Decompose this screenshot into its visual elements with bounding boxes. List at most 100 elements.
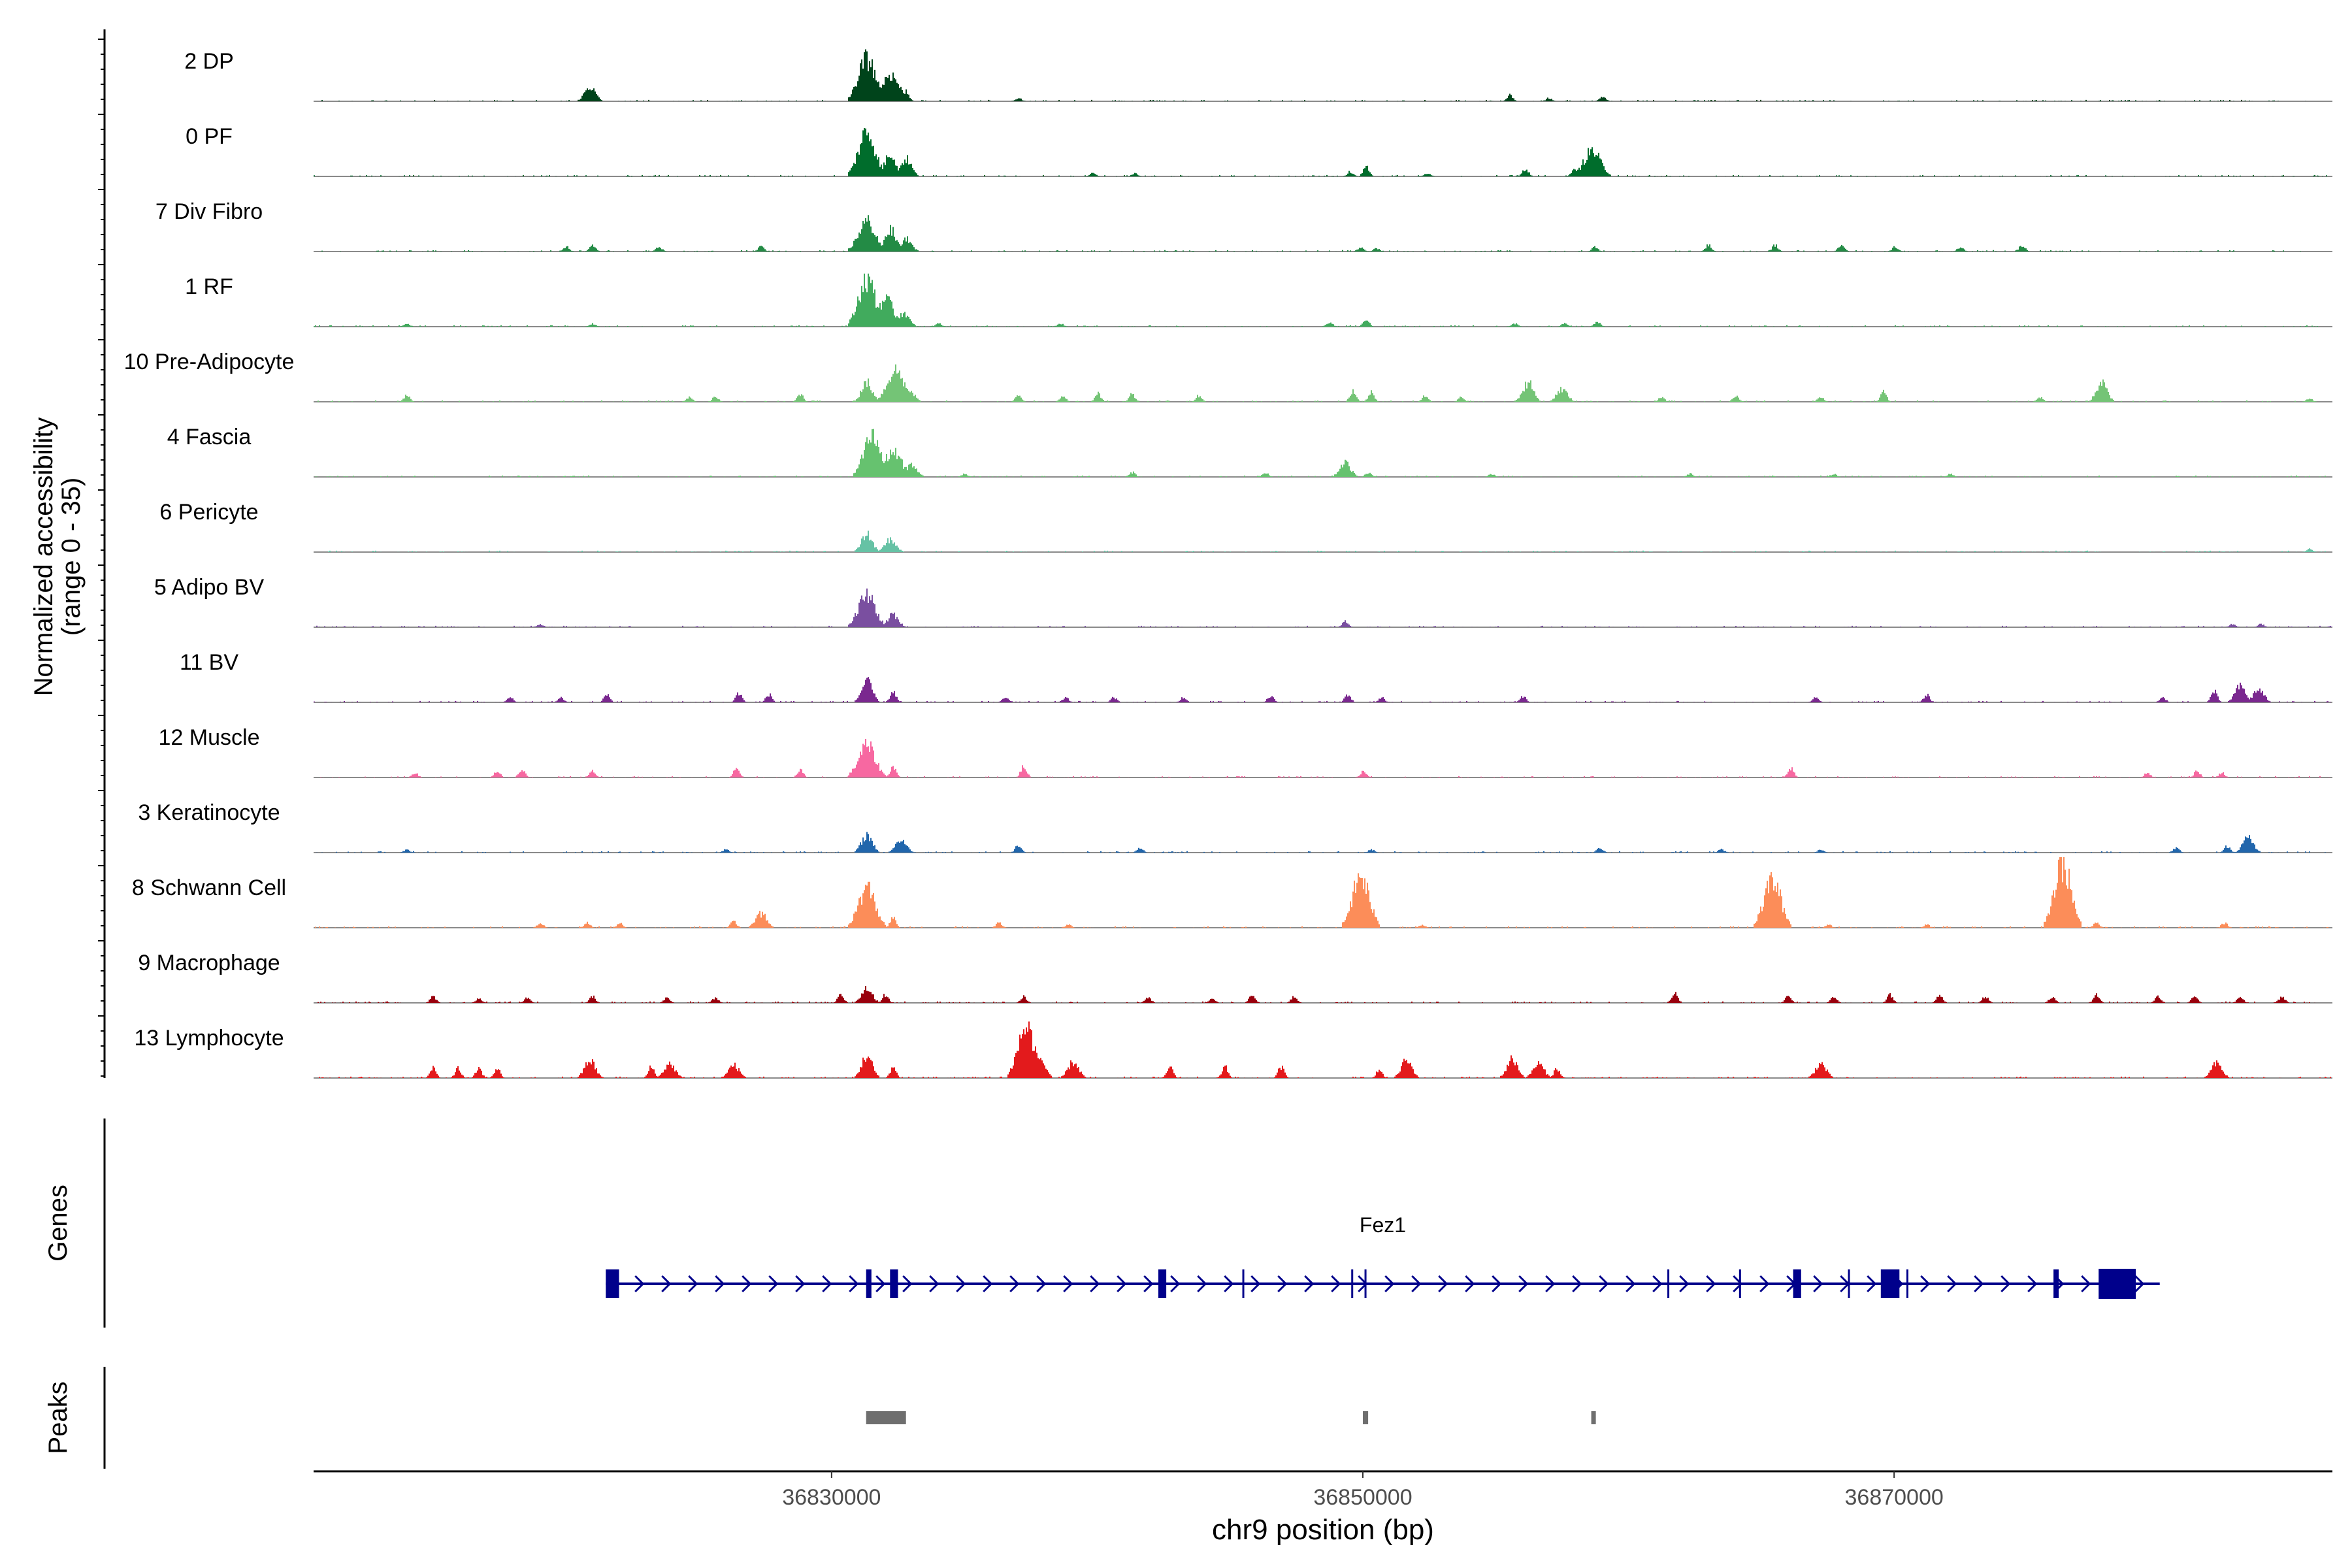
- strand-arrow: [1411, 1275, 1422, 1293]
- coverage-peak: [1251, 992, 1252, 993]
- coverage-area-11: [314, 857, 2332, 928]
- strand-arrow: [1304, 1275, 1315, 1293]
- strand-arrow: [715, 1275, 725, 1293]
- coverage-peak: [895, 361, 896, 362]
- coverage-peak: [1790, 765, 1791, 766]
- strand-arrow: [688, 1275, 698, 1293]
- coverage-peak: [1368, 470, 1369, 471]
- coverage-peak: [1363, 769, 1364, 770]
- coverage-area-2: [314, 215, 2332, 252]
- coverage-area-5: [314, 429, 2332, 477]
- gene-exon: [606, 1269, 619, 1298]
- gene-exon: [2099, 1269, 2136, 1299]
- coverage-peak: [1840, 241, 1841, 242]
- coverage-peak: [2239, 994, 2240, 995]
- coverage-peak: [871, 426, 872, 427]
- strand-arrow: [2134, 1275, 2145, 1293]
- strand-arrow: [1625, 1275, 1636, 1293]
- track-7: 5 Adipo BV: [154, 575, 2332, 628]
- coverage-peak: [892, 915, 893, 916]
- strand-arrow: [1224, 1275, 1234, 1293]
- track-label: 12 Muscle: [159, 725, 260, 750]
- coverage-peak: [2146, 771, 2147, 772]
- strand-arrow: [1706, 1275, 1716, 1293]
- coverage-peak: [2096, 921, 2097, 922]
- strand-arrow: [1759, 1275, 1770, 1293]
- strand-arrow: [1947, 1275, 1957, 1293]
- strand-arrow: [1492, 1275, 1502, 1293]
- x-tick-label: 36870000: [1845, 1485, 1944, 1510]
- strand-arrow: [1572, 1275, 1582, 1293]
- coverage-area-9: [314, 739, 2332, 777]
- track-2: 7 Div Fibro: [155, 199, 2332, 252]
- x-axis-ticks: 36830000 36850000 36870000: [782, 1471, 1944, 1510]
- strand-arrow: [2001, 1275, 2011, 1293]
- track-label: 3 Keratinocyte: [138, 800, 280, 825]
- y-axis-title: Normalized accessibility (range 0 - 35): [29, 417, 86, 696]
- coverage-peak: [2226, 844, 2227, 845]
- coverage-area-10: [314, 832, 2332, 853]
- coverage-peak: [1365, 164, 1366, 165]
- coverage-peak: [1017, 393, 1018, 394]
- coverage-peak: [1349, 170, 1350, 171]
- strand-arrow: [902, 1275, 913, 1293]
- coverage-peak: [1939, 992, 1940, 993]
- track-3: 1 RF: [185, 273, 2332, 327]
- track-label: 4 Fascia: [167, 425, 252, 449]
- strand-arrow: [1143, 1275, 1154, 1293]
- coverage-peak: [725, 848, 726, 849]
- strand-arrow: [1009, 1275, 1020, 1293]
- coverage-peak: [1264, 470, 1265, 471]
- y-axis-title-range: (range 0 - 35): [57, 478, 86, 636]
- coverage-peak: [964, 472, 965, 473]
- coverage-peak: [666, 996, 667, 997]
- coverage-peak: [2194, 994, 2195, 995]
- coverage-peak: [903, 308, 904, 309]
- coverage-peak: [1022, 763, 1023, 764]
- strand-arrow: [1545, 1275, 1556, 1293]
- genes-panel: Genes Fez1: [44, 1119, 2160, 1328]
- coverage-peak: [1894, 245, 1895, 246]
- coverage-area-12: [314, 986, 2332, 1003]
- strand-arrow: [1867, 1275, 1877, 1293]
- track-label: 0 PF: [186, 124, 233, 149]
- strand-arrow: [742, 1275, 752, 1293]
- track-label: 9 Macrophage: [138, 951, 280, 975]
- track-1: 0 PF: [186, 124, 2332, 177]
- coverage-peak: [1022, 994, 1023, 995]
- coverage-peak: [1925, 692, 1926, 693]
- coverage-peak: [539, 921, 540, 922]
- coverage-peak: [900, 836, 901, 837]
- track-label: 7 Div Fibro: [155, 199, 263, 224]
- peaks-panel-label: Peaks: [44, 1381, 73, 1454]
- coverage-peak: [2308, 397, 2309, 398]
- coverage-peak: [1596, 320, 1597, 321]
- x-axis-title: chr9 position (bp): [1212, 1514, 1434, 1546]
- track-10: 3 Keratinocyte: [138, 800, 2332, 853]
- track-5: 4 Fascia: [167, 425, 2332, 478]
- coverage-peak: [908, 385, 909, 386]
- strand-arrow: [768, 1275, 779, 1293]
- coverage-peak: [1883, 389, 1884, 390]
- coverage-peak: [1147, 994, 1148, 995]
- coverage-peak: [1017, 842, 1018, 843]
- gene-exon: [1793, 1269, 1801, 1298]
- coverage-peak: [892, 444, 893, 445]
- coverage-peak: [1774, 243, 1775, 244]
- coverage-peak: [1673, 990, 1674, 991]
- strand-arrow: [1974, 1275, 1984, 1293]
- strand-arrow: [822, 1275, 832, 1293]
- strand-arrow: [1518, 1275, 1529, 1293]
- coverage-peak: [589, 83, 590, 84]
- strand-arrow: [956, 1275, 966, 1293]
- strand-arrow: [1063, 1275, 1073, 1293]
- coverage-y-ticks: [98, 39, 105, 1077]
- track-label: 2 DP: [184, 49, 234, 74]
- coverage-peak: [1097, 391, 1098, 392]
- strand-arrow: [1465, 1275, 1475, 1293]
- coverage-peak: [406, 322, 407, 323]
- track-6: 6 Pericyte: [159, 500, 2332, 553]
- coverage-peak: [1827, 923, 1828, 924]
- gene-exon: [1158, 1269, 1167, 1298]
